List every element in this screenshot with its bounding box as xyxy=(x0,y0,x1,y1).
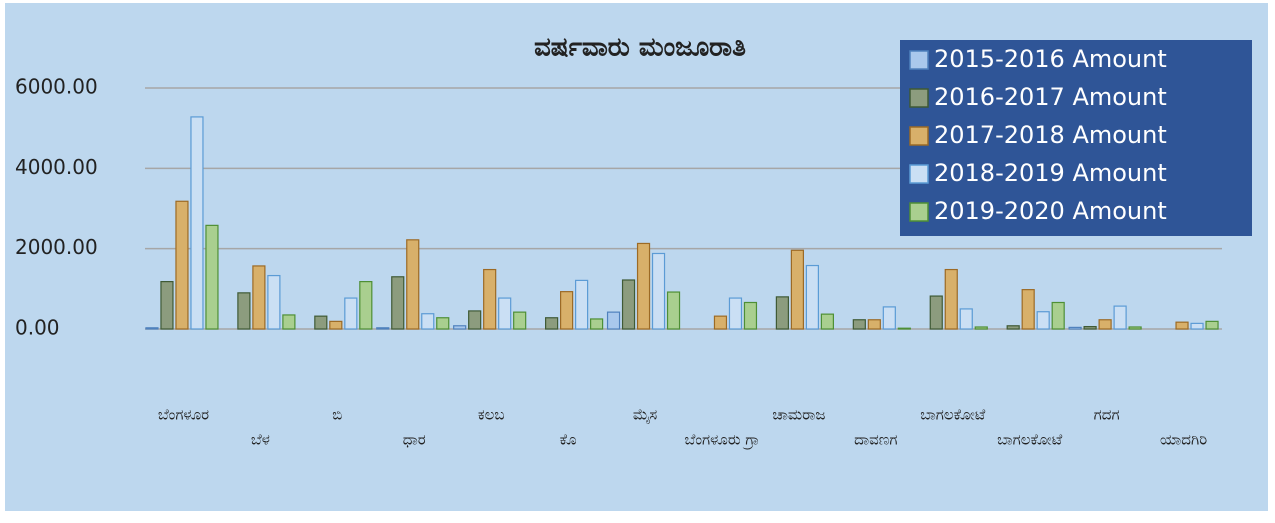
bar xyxy=(282,314,296,330)
bar xyxy=(666,291,681,330)
bar xyxy=(252,265,266,330)
bar xyxy=(329,320,343,330)
bar xyxy=(483,268,497,330)
bar xyxy=(1021,289,1035,330)
bar xyxy=(468,310,482,330)
bar xyxy=(545,317,559,330)
y-tick-label: 0.00 xyxy=(15,316,60,340)
bar xyxy=(1006,325,1020,330)
chart-title: ವರ್ಷವಾರು ಮಂಜೂರಾತಿ xyxy=(534,33,746,63)
bar xyxy=(1036,311,1050,330)
bar xyxy=(498,297,512,330)
bar xyxy=(805,264,819,330)
x-tick-label: ಬೆಳ xyxy=(251,431,270,449)
bar xyxy=(513,311,527,330)
bar xyxy=(974,326,988,330)
bar xyxy=(190,116,204,330)
bar xyxy=(1068,326,1082,330)
bar xyxy=(820,313,834,330)
legend-label: 2015-2016 Amount xyxy=(934,45,1167,73)
x-tick-label: ಯಾದಗಿರಿ xyxy=(1160,431,1207,449)
x-tick-label: ಬಾಗಲಕೋಟೆ xyxy=(920,406,985,424)
x-tick-label: ಗದಗ xyxy=(1094,406,1120,424)
x-tick-label: ಬೆಂಗಳೂರ xyxy=(158,406,209,424)
legend-label: 2018-2019 Amount xyxy=(934,159,1167,187)
bar xyxy=(575,279,589,330)
bar xyxy=(1098,319,1112,330)
x-tick-label: ಬಿ xyxy=(332,406,342,424)
bar xyxy=(391,276,405,330)
bar xyxy=(1113,305,1127,330)
x-tick-label: ಮೈಸ xyxy=(633,406,657,425)
bar xyxy=(897,327,911,330)
x-tick-label: ಕೊ xyxy=(560,431,577,449)
legend-swatch xyxy=(909,50,929,70)
bar xyxy=(1190,322,1204,330)
bar xyxy=(651,252,666,330)
bar xyxy=(436,317,450,330)
bar xyxy=(743,301,758,330)
bar xyxy=(775,296,789,330)
bar xyxy=(453,325,467,330)
bar xyxy=(160,281,174,330)
bar xyxy=(175,200,189,330)
bar xyxy=(852,319,866,330)
bar xyxy=(621,279,636,330)
bar xyxy=(267,274,281,330)
bar xyxy=(944,268,958,330)
bar xyxy=(1205,320,1219,330)
legend-swatch xyxy=(909,202,929,222)
bar xyxy=(145,327,159,330)
bar xyxy=(344,297,358,330)
bar xyxy=(560,291,574,330)
x-tick-label: ದಾವಣಗ xyxy=(854,431,897,449)
legend-swatch xyxy=(909,126,929,146)
bar xyxy=(606,311,621,330)
y-tick-label: 4000.00 xyxy=(15,155,98,179)
x-tick-label: ಕಲಬ xyxy=(478,406,505,424)
legend-label: 2019-2020 Amount xyxy=(934,197,1167,225)
x-tick-label: ಚಾಮರಾಜ xyxy=(772,406,825,424)
y-tick-label: 6000.00 xyxy=(15,75,98,99)
x-tick-label: ಬೆಂಗಳೂರು ಗ್ರಾ xyxy=(685,431,760,450)
x-tick-label: ಧಾರ xyxy=(403,431,426,449)
bar xyxy=(867,319,881,330)
bar xyxy=(314,315,328,330)
bar xyxy=(406,239,420,330)
legend-swatch xyxy=(909,164,929,184)
bar xyxy=(929,295,943,330)
bar xyxy=(790,249,804,330)
legend-swatch xyxy=(909,88,929,108)
bar xyxy=(237,292,251,330)
bar xyxy=(882,306,896,330)
bar xyxy=(376,327,390,330)
bar xyxy=(1175,321,1189,330)
bar xyxy=(959,308,973,330)
y-tick-label: 2000.00 xyxy=(15,235,98,259)
bar xyxy=(1051,301,1065,330)
bar xyxy=(205,224,219,330)
legend-label: 2017-2018 Amount xyxy=(934,121,1167,149)
legend-label: 2016-2017 Amount xyxy=(934,83,1167,111)
bar xyxy=(590,318,604,330)
legend-box xyxy=(900,40,1252,236)
bar xyxy=(1083,325,1097,330)
bar xyxy=(728,297,743,330)
bar xyxy=(421,313,435,330)
x-tick-label: ಬಾಗಲಕೋಟೆ xyxy=(997,431,1062,449)
bar xyxy=(359,281,373,330)
bar xyxy=(636,242,651,330)
bar xyxy=(1128,326,1142,330)
bar xyxy=(713,315,728,330)
